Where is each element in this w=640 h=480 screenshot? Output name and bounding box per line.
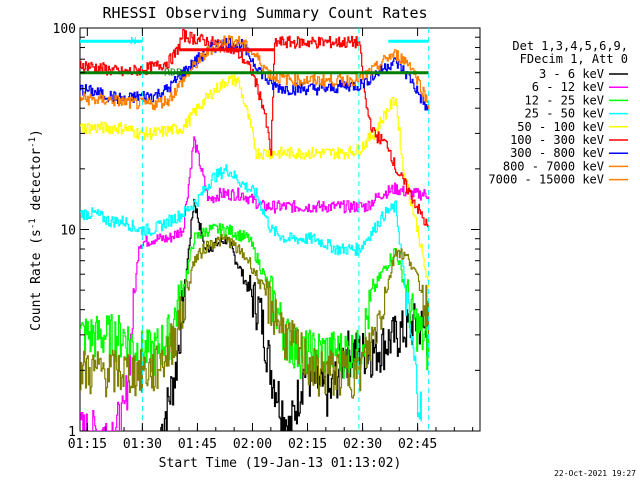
y-tick-label-0: 1 (68, 425, 76, 440)
x-tick-label-1: 01:30 (123, 437, 162, 452)
y-axis-label-exp: -1 (28, 218, 38, 229)
x-tick-label-4: 02:15 (288, 437, 327, 452)
series-line-7 (80, 35, 430, 111)
annotation-label-2: RHO (219, 45, 237, 56)
y-axis-label: Count Rate (s-1 detector-1) (28, 129, 44, 331)
series-line-3 (80, 164, 422, 422)
legend-label-8: 7000 - 15000 keV (488, 173, 604, 187)
legend-label-0: 3 - 6 keV (539, 67, 604, 81)
x-tick-label-5: 02:30 (343, 437, 382, 452)
legend-header-2: FDecim 1, Att 0 (520, 52, 628, 66)
x-tick-label-2: 01:45 (178, 437, 217, 452)
x-axis-label: Start Time (19-Jan-13 01:13:02) (159, 456, 402, 471)
y-axis-label-main: Count Rate (s (29, 229, 44, 331)
y-tick-label-1: 10 (60, 224, 76, 239)
y-axis-label-close: ) (29, 129, 44, 137)
chart-title: RHESSI Observing Summary Count Rates (102, 4, 427, 22)
y-axis-label-tail: detector (29, 148, 44, 219)
annotation-label-0: N (130, 36, 136, 47)
annotation-label-3: RDB (164, 68, 182, 79)
legend-label-2: 12 - 25 keV (525, 93, 604, 107)
x-tick-label-0: 01:15 (68, 437, 107, 452)
series-layer (80, 29, 430, 431)
legend-label-3: 25 - 50 keV (525, 107, 604, 121)
footer-date: 22-Oct-2021 19:27 (554, 469, 636, 478)
series-line-8 (80, 234, 430, 399)
y-axis: 1 10 100 (53, 22, 480, 440)
legend-label-5: 100 - 300 keV (510, 133, 604, 147)
legend-label-6: 300 - 800 keV (510, 146, 604, 160)
annotation-layer: N RHO RDB (80, 28, 430, 431)
series-line-0 (160, 198, 430, 431)
x-tick-label-6: 02:45 (398, 437, 437, 452)
legend-label-4: 50 - 100 keV (517, 120, 604, 134)
x-tick-label-3: 02:00 (233, 437, 272, 452)
series-line-5 (80, 29, 430, 228)
series-line-4 (80, 74, 430, 288)
legend-label-1: 6 - 12 keV (532, 80, 604, 94)
legend-header-1: Det 1,3,4,5,6,9, (512, 39, 628, 53)
y-tick-label-2: 100 (53, 22, 76, 37)
legend: Det 1,3,4,5,6,9, FDecim 1, Att 0 3 - 6 k… (488, 39, 628, 187)
x-axis: 01:15 01:30 01:45 02:00 02:15 02:30 02:45 (68, 28, 474, 452)
y-axis-label-exp2: -1 (28, 137, 38, 148)
legend-label-7: 800 - 7000 keV (503, 159, 604, 173)
series-line-6 (80, 37, 430, 111)
series-line-1 (80, 136, 430, 431)
